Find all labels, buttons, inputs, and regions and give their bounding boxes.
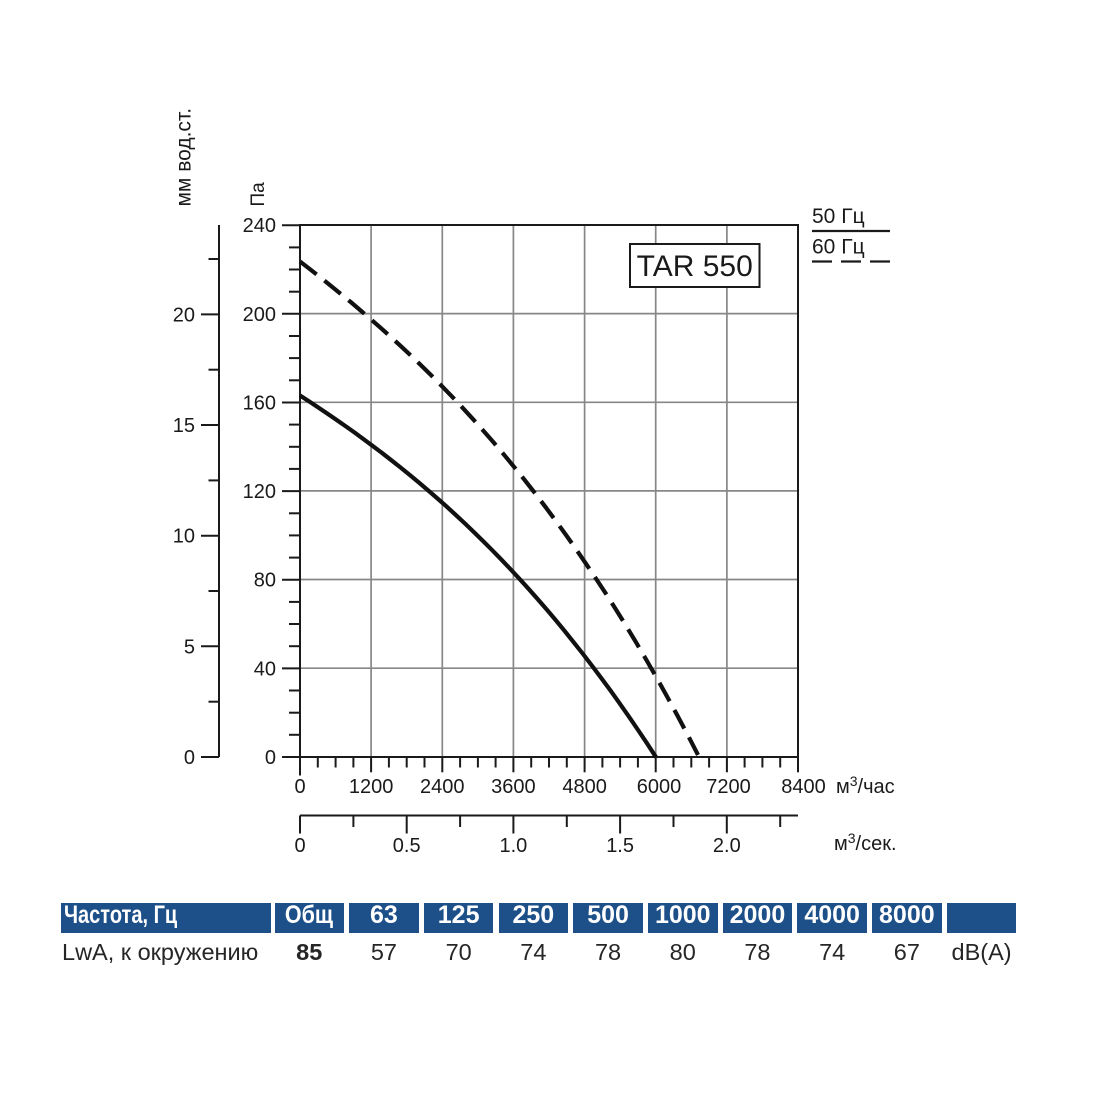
- svg-text:120: 120: [243, 481, 276, 503]
- svg-text:0: 0: [294, 776, 305, 798]
- svg-text:60 Гц: 60 Гц: [812, 236, 865, 259]
- svg-text:м3/сек.: м3/сек.: [834, 830, 897, 855]
- svg-text:4800: 4800: [562, 776, 607, 798]
- svg-text:50 Гц: 50 Гц: [812, 205, 865, 228]
- svg-text:1.0: 1.0: [499, 835, 527, 857]
- svg-text:160: 160: [243, 393, 276, 415]
- svg-text:1.5: 1.5: [606, 835, 634, 857]
- svg-text:15: 15: [173, 415, 195, 437]
- svg-text:6000: 6000: [637, 776, 682, 798]
- svg-text:Па: Па: [248, 182, 269, 207]
- svg-text:3600: 3600: [491, 776, 536, 798]
- svg-text:7200: 7200: [706, 776, 751, 798]
- svg-text:0: 0: [184, 747, 195, 769]
- svg-text:0: 0: [265, 747, 276, 769]
- svg-text:0.5: 0.5: [393, 835, 421, 857]
- svg-text:5: 5: [184, 636, 195, 658]
- svg-text:20: 20: [173, 304, 195, 326]
- svg-text:40: 40: [254, 658, 276, 680]
- svg-text:200: 200: [243, 304, 276, 326]
- svg-text:8400: 8400: [781, 776, 826, 798]
- svg-text:м3/час: м3/час: [836, 773, 895, 798]
- svg-text:2.0: 2.0: [713, 835, 741, 857]
- svg-text:2400: 2400: [420, 776, 465, 798]
- svg-text:0: 0: [294, 835, 305, 857]
- svg-text:240: 240: [243, 215, 276, 237]
- svg-text:1200: 1200: [349, 776, 394, 798]
- svg-text:мм вод.ст.: мм вод.ст.: [173, 108, 196, 207]
- svg-text:80: 80: [254, 570, 276, 592]
- svg-text:10: 10: [173, 526, 195, 548]
- svg-text:TAR 550: TAR 550: [637, 250, 753, 283]
